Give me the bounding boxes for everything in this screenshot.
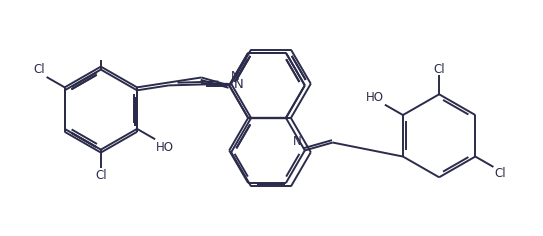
Text: HO: HO [366, 91, 384, 104]
Text: N: N [231, 70, 240, 83]
Text: Cl: Cl [95, 169, 106, 182]
Text: N: N [234, 78, 244, 91]
Text: HO: HO [156, 141, 174, 154]
Text: Cl: Cl [495, 167, 506, 180]
Text: N: N [293, 135, 302, 148]
Text: Cl: Cl [433, 63, 445, 76]
Text: Cl: Cl [34, 63, 46, 76]
